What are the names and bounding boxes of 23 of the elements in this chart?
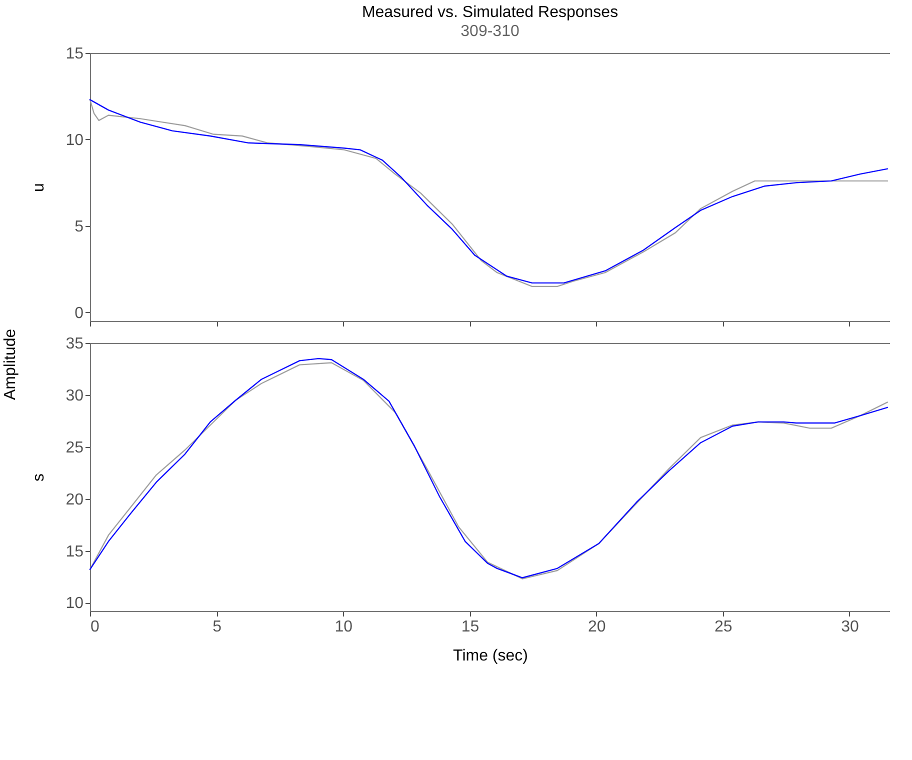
y-tick-label: 35: [66, 336, 84, 352]
chart-title: Measured vs. Simulated Responses: [362, 4, 618, 21]
x-tick-label: 20: [588, 618, 606, 636]
x-tick-label: 0: [90, 618, 100, 636]
y-tick-label: 0: [74, 304, 84, 322]
y-tick-label: 15: [66, 543, 84, 560]
y-tick-label: 10: [66, 132, 84, 149]
y-tick-label: 10: [66, 595, 84, 612]
y-tick-label: 20: [66, 491, 84, 508]
y-tick-label: 25: [66, 439, 84, 456]
y-tick-label: 30: [66, 387, 84, 404]
x-tick-label: 25: [714, 618, 732, 636]
y-axis-title: u: [30, 183, 48, 192]
x-tick-label: 30: [841, 618, 859, 636]
x-axis-title: Time (sec): [453, 648, 528, 664]
x-tick-label: 5: [212, 618, 222, 636]
y-tick-label: 5: [74, 218, 84, 236]
y-axis-title: s: [30, 474, 48, 482]
text: Amplitude: [2, 328, 20, 400]
x-tick-label: 10: [334, 618, 353, 636]
x-tick-label: 15: [461, 618, 480, 636]
y-tick-label: 15: [66, 46, 84, 62]
chart-subtitle: 309-310: [460, 23, 520, 40]
